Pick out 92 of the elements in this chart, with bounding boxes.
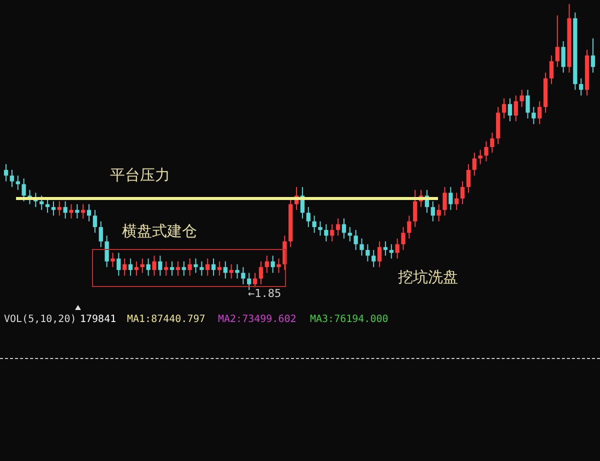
- candlestick: [164, 260, 168, 276]
- candlestick: [270, 255, 275, 274]
- candlestick: [104, 235, 109, 268]
- candlestick: [549, 54, 554, 85]
- candlestick: [128, 258, 133, 276]
- candlestick: [182, 260, 186, 276]
- candlestick: [366, 244, 370, 262]
- candlestick: [75, 204, 80, 219]
- candlestick: [478, 149, 482, 165]
- candlestick: [472, 152, 476, 176]
- candlestick: [217, 260, 222, 276]
- candlestick: [158, 255, 162, 276]
- candlestick: [318, 220, 322, 236]
- candlestick: [312, 215, 316, 234]
- candlestick: [10, 169, 14, 188]
- candlestick: [98, 220, 103, 248]
- candlestick: [442, 186, 447, 216]
- candlestick: [466, 164, 471, 194]
- candlestick: [146, 258, 150, 276]
- candlestick: [342, 218, 346, 240]
- candlestick: [330, 224, 334, 242]
- text: 179841: [80, 314, 116, 325]
- candlestick: [514, 95, 518, 122]
- text: MA2:73499.602: [218, 314, 296, 325]
- candlestick: [354, 229, 358, 250]
- candlestick: [176, 260, 180, 276]
- candlestick: [235, 264, 240, 280]
- candlestick: [579, 78, 584, 96]
- candlestick: [454, 192, 459, 210]
- candlestick: [4, 164, 8, 182]
- candlestick: [484, 140, 488, 162]
- candlestick: [51, 200, 56, 216]
- candlestick: [194, 258, 198, 274]
- candlestick: [241, 266, 246, 285]
- candlestick: [532, 106, 536, 125]
- candlestick: [223, 260, 228, 280]
- candlestick: [520, 89, 524, 108]
- ref-line-label: 平台压力: [110, 166, 170, 185]
- candlestick: [360, 238, 364, 256]
- candlestick: [430, 200, 435, 222]
- candlestick: [110, 252, 115, 268]
- candlestick: [460, 180, 465, 205]
- candlestick: [436, 204, 441, 222]
- candlestick: [81, 204, 86, 219]
- candlestick: [395, 238, 400, 260]
- candlestick: [526, 89, 530, 119]
- candlestick: [116, 252, 121, 276]
- candlestick: [45, 198, 50, 214]
- candlestick: [122, 258, 127, 276]
- annotation: 挖坑洗盘: [398, 268, 458, 287]
- candlestick: [63, 200, 68, 219]
- candlestick: [134, 260, 139, 276]
- candlestick: [372, 249, 376, 268]
- candlestick: [407, 215, 412, 240]
- annotation: 横盘式建仓: [122, 222, 197, 241]
- candlestick: [152, 255, 156, 276]
- candlestick: [561, 40, 566, 74]
- candlestick: [538, 100, 542, 125]
- candlestick: [336, 218, 340, 236]
- candlestick: [57, 200, 62, 216]
- candlestick: [389, 244, 394, 260]
- candlestick: [22, 178, 26, 202]
- text: MA3:76194.000: [310, 314, 388, 325]
- candlestick: [258, 260, 264, 285]
- text: MA1:87440.797: [127, 314, 206, 325]
- candlestick: [555, 14, 560, 68]
- text: VOL(5,10,20): [4, 314, 76, 325]
- candlestick: [448, 186, 453, 210]
- candlestick: [86, 204, 92, 222]
- candlestick: [590, 38, 596, 74]
- candlestick: [170, 260, 174, 276]
- candlestick: [69, 204, 74, 219]
- candlestick: [188, 258, 192, 276]
- candlestick: [229, 264, 234, 280]
- candlestick: [490, 132, 494, 154]
- candlestick: [508, 98, 512, 122]
- candlestick: [401, 226, 406, 250]
- candlestick: [247, 272, 252, 290]
- candlestick: [200, 260, 204, 276]
- candlestick: [206, 258, 210, 276]
- candlestick: [377, 240, 382, 268]
- annotation: ←1.85: [248, 287, 282, 300]
- candlestick: [306, 206, 310, 228]
- candlestick: [324, 224, 328, 242]
- candlestick: [92, 209, 98, 234]
- candlestick: [252, 272, 258, 288]
- candlestick: [502, 98, 506, 119]
- candlestick: [276, 258, 281, 274]
- candlestick: [383, 240, 388, 256]
- candlestick: [211, 258, 216, 276]
- candlestick: [413, 189, 418, 228]
- candlestick: [264, 255, 269, 274]
